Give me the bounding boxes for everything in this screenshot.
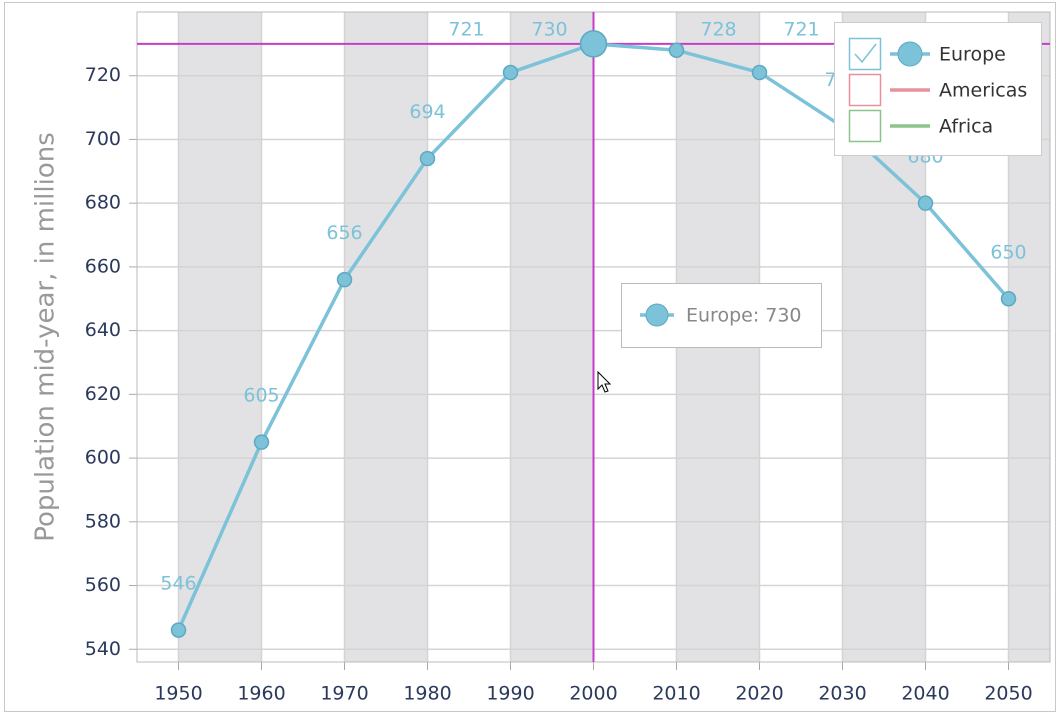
x-tick-label: 2010 [652, 683, 700, 705]
x-tick-label: 2050 [984, 683, 1032, 705]
data-label: 730 [531, 19, 567, 41]
legend-item[interactable]: Americas [848, 73, 1028, 107]
x-tick-label: 1970 [320, 683, 368, 705]
data-label: 650 [990, 241, 1026, 263]
x-tick-label: 2000 [569, 683, 617, 705]
legend-item[interactable]: Europe [848, 37, 1006, 71]
x-tick-label: 1950 [154, 683, 202, 705]
x-tick-label: 1990 [486, 683, 534, 705]
data-label: 546 [160, 573, 196, 595]
stripe [510, 12, 594, 662]
tooltip-text: Europe: 730 [686, 305, 802, 327]
stripe [344, 12, 428, 662]
legend-checkbox[interactable] [848, 73, 882, 107]
legend-label: Africa [939, 116, 993, 138]
stripe [178, 12, 262, 662]
y-axis-title: Population mid-year, in millions [31, 132, 61, 542]
data-point [917, 195, 934, 211]
data-point [502, 64, 519, 81]
y-tick-label: 580 [85, 510, 121, 532]
x-tick-label: 1980 [403, 683, 451, 705]
data-label: 721 [448, 19, 484, 41]
y-tick-label: 540 [85, 638, 121, 660]
legend-checkbox[interactable] [848, 37, 882, 71]
data-point [1000, 291, 1017, 307]
legend-label: Americas [939, 80, 1027, 102]
y-tick-label: 720 [85, 64, 121, 86]
data-point [419, 150, 436, 167]
y-tick-label: 620 [85, 383, 121, 405]
legend-label: Europe [939, 44, 1006, 66]
y-tick-label: 560 [85, 574, 121, 596]
y-tick-label: 680 [85, 192, 121, 214]
x-tick-label: 2030 [818, 683, 866, 705]
x-tick-label: 2020 [735, 683, 783, 705]
data-label: 721 [783, 19, 819, 41]
data-label: 694 [409, 101, 445, 123]
legend-item[interactable]: Africa [848, 109, 994, 143]
legend: Europe Americas Africa [834, 22, 1042, 156]
data-point [336, 271, 353, 288]
data-point [668, 42, 685, 58]
checkmark [854, 43, 877, 64]
y-tick-label: 640 [85, 319, 121, 341]
legend-marker [897, 41, 923, 67]
tooltip-marker [645, 303, 669, 327]
cursor [597, 370, 612, 393]
data-point [751, 64, 768, 81]
x-tick-label: 1960 [237, 683, 285, 705]
legend-checkbox[interactable] [848, 109, 882, 143]
data-label: 605 [243, 385, 279, 407]
y-tick-label: 600 [85, 447, 121, 469]
data-label: 656 [326, 222, 362, 244]
data-point [253, 434, 270, 450]
data-point [579, 30, 608, 58]
data-point [170, 622, 187, 638]
y-tick-label: 660 [85, 255, 121, 277]
y-tick-label: 700 [85, 128, 121, 150]
tooltip: Europe: 730 [621, 283, 822, 348]
data-label: 728 [700, 19, 736, 41]
x-tick-label: 2040 [901, 683, 949, 705]
